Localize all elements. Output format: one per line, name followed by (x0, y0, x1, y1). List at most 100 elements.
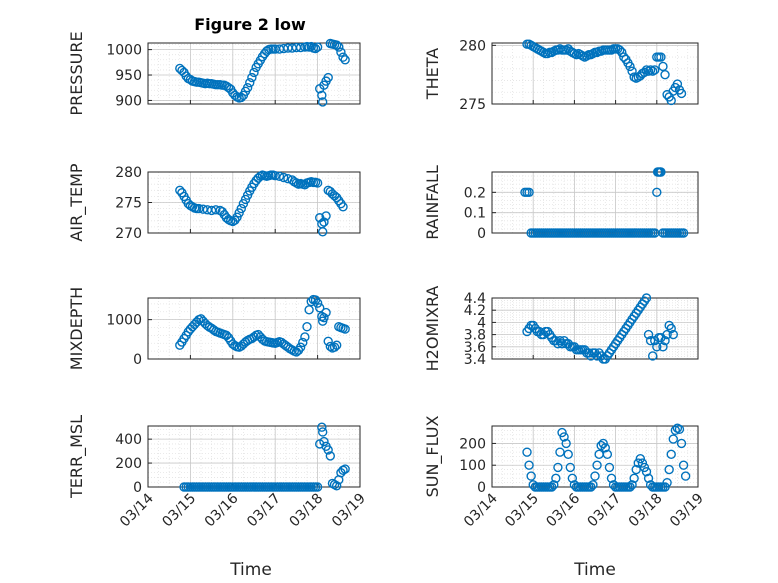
y-axis-label-5: H2OMIXRA (423, 286, 442, 372)
data-point (526, 471, 536, 481)
data-point (625, 61, 635, 72)
data-point (340, 55, 350, 65)
data-point (656, 52, 666, 62)
panel-pressure: 900 950 1000 PRESSURE (67, 31, 361, 116)
y-tick-label: 280 (459, 38, 486, 54)
data-point (559, 432, 569, 442)
data-point (662, 477, 672, 488)
data-point (666, 449, 676, 460)
data-point (668, 434, 678, 444)
panel-terr-msl: 0 200 400 03/14 03/15 03/16 03/17 03/18 03/19 TER… (67, 415, 369, 530)
data-point (304, 305, 314, 315)
axes-box (147, 297, 361, 360)
data-point (319, 312, 329, 323)
data-point (317, 90, 327, 101)
data-point (629, 473, 639, 483)
data-point (245, 77, 255, 88)
data-point (676, 88, 687, 99)
data-point (627, 66, 637, 76)
data-point (658, 342, 668, 352)
x-tick-label: 03/16 (543, 490, 583, 530)
data-point (325, 341, 336, 352)
axes-box (491, 42, 699, 105)
data-point (643, 329, 654, 340)
data-point (321, 307, 331, 318)
data-point (600, 443, 610, 453)
data-point (329, 342, 340, 352)
data-point (319, 436, 329, 447)
data-point (249, 67, 259, 78)
data-point (306, 296, 316, 307)
data-point (635, 453, 646, 464)
data-point (323, 336, 333, 346)
data-point (586, 482, 596, 492)
data-point (592, 460, 602, 470)
data-point (242, 83, 253, 93)
data-point (312, 298, 323, 308)
data-point (567, 473, 578, 483)
data-point (660, 482, 670, 492)
data-point (274, 171, 285, 181)
y-tick-label: 0.2 (464, 185, 486, 201)
y-tick-label: 275 (459, 97, 486, 113)
data-point (323, 445, 333, 455)
y-tick-label: 200 (459, 436, 486, 452)
data-point (553, 462, 563, 473)
data-point (317, 427, 328, 437)
data-point (555, 447, 565, 457)
panel-rainfall: 0 0.1 0.2 RAINFALL (423, 165, 699, 242)
data-point (670, 425, 681, 436)
data-point (331, 40, 342, 50)
data-point (674, 424, 685, 434)
y-tick-label: 100 (459, 458, 486, 474)
data-point (672, 79, 683, 89)
data-point (647, 351, 658, 361)
data-point (598, 438, 608, 449)
data-point (317, 227, 328, 237)
y-tick-label: 1000 (106, 313, 142, 329)
y-tick-label: 4.4 (464, 291, 486, 307)
y-axis-label-3: RAINFALL (423, 165, 442, 240)
y-tick-label: 400 (115, 432, 142, 448)
y-tick-label: 4 (477, 315, 486, 331)
y-axis-label-4: MIXDEPTH (67, 287, 86, 370)
data-point (656, 167, 666, 177)
data-point (524, 460, 534, 470)
data-point (315, 303, 325, 313)
data-point (310, 43, 321, 54)
data-point (561, 438, 571, 449)
data-point (522, 447, 532, 457)
data-point (617, 47, 627, 58)
data-point (565, 462, 575, 473)
data-point (278, 172, 289, 183)
data-point (652, 342, 662, 352)
figure-title: Figure 2 low (194, 15, 306, 34)
x-tick-label: 03/15 (502, 491, 542, 531)
data-point (236, 92, 246, 103)
y-tick-label: 0 (133, 352, 142, 368)
data-point (666, 323, 676, 334)
data-point (615, 45, 625, 55)
data-point (604, 462, 615, 473)
data-point (643, 473, 654, 483)
y-tick-label: 200 (115, 456, 142, 472)
data-point (340, 464, 350, 474)
data-point (298, 337, 308, 348)
y-tick-label: 275 (115, 196, 142, 212)
y-tick-label: 280 (115, 165, 142, 181)
y-tick-label: 3.4 (464, 352, 486, 368)
data-point (323, 72, 333, 83)
data-point (338, 202, 348, 212)
data-point (317, 422, 327, 432)
x-tick-label: 03/19 (329, 491, 369, 531)
x-axis-label-left: Time (229, 560, 272, 580)
panel-sun-flux: 0 100 200 03/14 03/15 03/16 03/17 03/18 03/19 SUN… (423, 416, 707, 531)
data-point (645, 336, 656, 346)
data-point (317, 97, 328, 107)
data-point (236, 203, 246, 214)
data-point (680, 471, 691, 481)
panel-h2omixra: 3.43.63.844.24.4 H2OMIXRA (423, 286, 699, 372)
data-point (639, 462, 650, 473)
data-point (590, 471, 600, 481)
data-point (247, 72, 257, 83)
